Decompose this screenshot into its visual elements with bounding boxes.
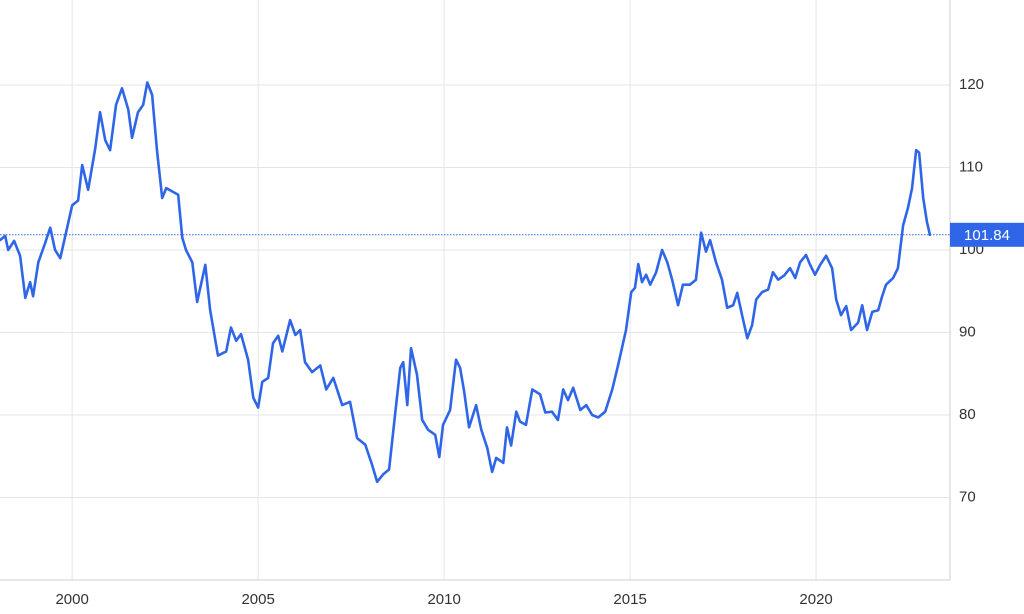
y-tick-label: 90 (959, 323, 976, 340)
x-tick-label: 2015 (613, 591, 646, 608)
last-value-badge (950, 222, 1024, 247)
y-tick-label: 70 (959, 488, 976, 505)
last-value-label: 101.84 (964, 227, 1010, 244)
y-tick-label: 120 (959, 76, 984, 93)
line-series (0, 81, 932, 484)
y-tick-label: 80 (959, 406, 976, 423)
x-tick-label: 2005 (241, 591, 274, 608)
x-tick-label: 2010 (427, 591, 460, 608)
y-tick-label: 110 (959, 158, 983, 175)
x-tick-label: 2020 (799, 591, 832, 608)
x-tick-label: 2000 (55, 591, 88, 608)
